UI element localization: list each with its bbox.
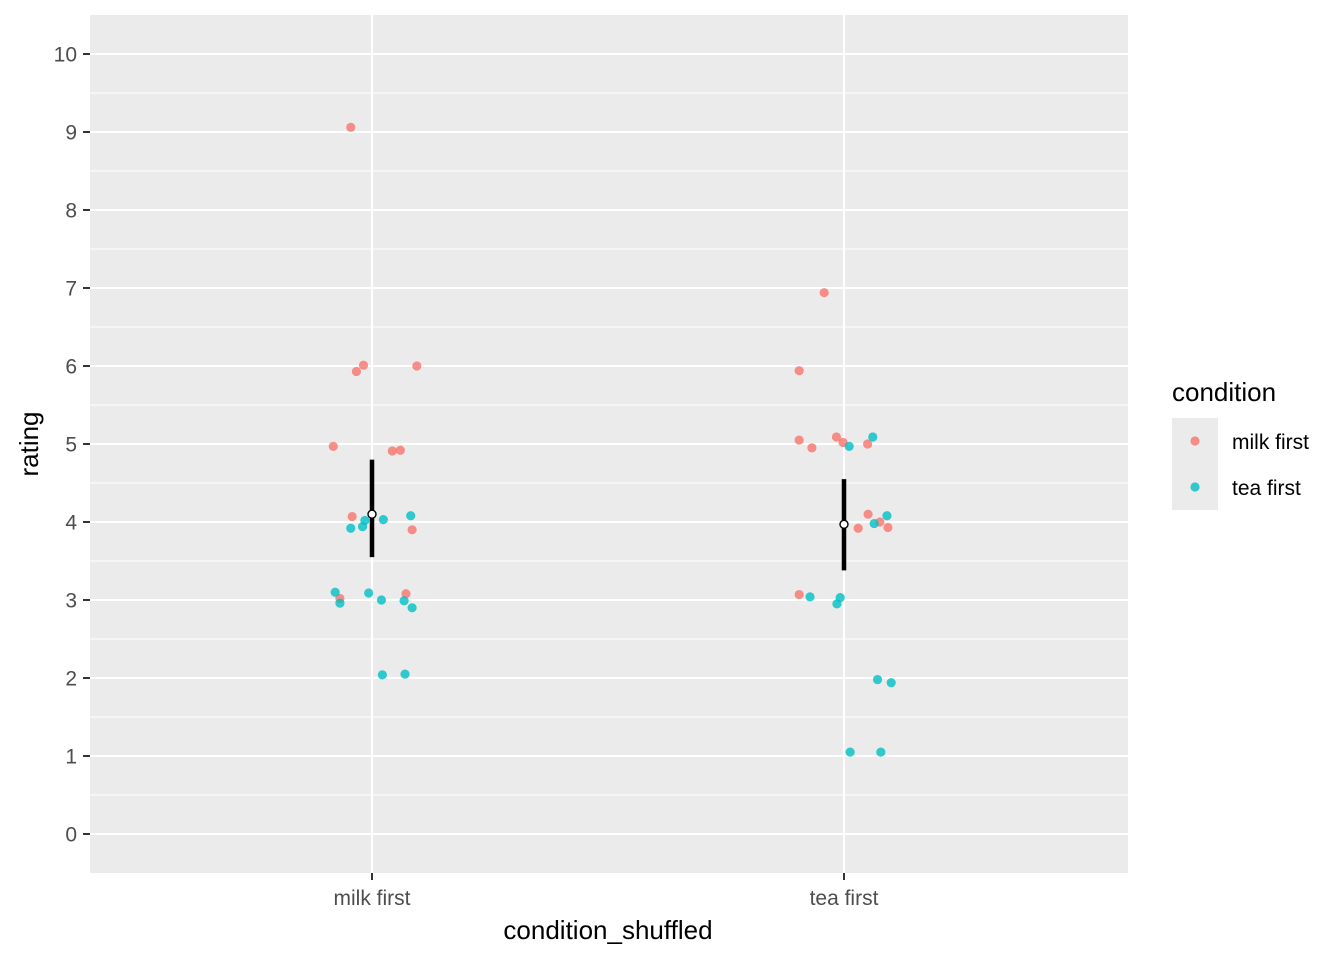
data-point [869,518,879,529]
data-point [844,441,854,451]
data-point [794,435,804,445]
data-point [819,288,829,298]
y-tick-label: 8 [65,200,77,223]
data-point [377,670,387,680]
grid-lines [90,15,1128,873]
legend: condition milk first tea first [1172,377,1309,510]
data-point [794,366,804,376]
data-point [335,598,345,608]
data-point [399,596,409,606]
data-point [863,509,873,519]
data-point [845,747,855,757]
data-point [378,515,388,525]
data-points [328,122,896,757]
legend-title: condition [1172,377,1276,407]
data-point [347,511,357,522]
data-point [407,525,417,535]
mean-point [367,509,377,519]
mean-point [839,519,849,530]
legend-label: milk first [1232,431,1309,454]
axes: 0 1 2 3 4 5 6 7 8 9 10 milk first tea first [54,44,879,911]
data-point [868,432,878,442]
data-point [831,432,842,442]
y-tick-label: 2 [65,668,77,691]
y-tick-label: 10 [54,44,77,67]
x-tick-label: tea first [810,887,879,910]
data-point [358,360,369,370]
y-axis-title: rating [14,411,44,476]
data-point [387,446,397,456]
data-point [876,747,886,757]
data-point [863,439,873,449]
legend-key [1190,482,1200,492]
data-point [401,589,411,599]
data-point [883,522,893,533]
y-tick-label: 4 [65,512,77,535]
legend-label: tea first [1232,477,1301,500]
x-tick-label: milk first [334,887,411,910]
data-point [330,587,340,597]
data-point [351,366,362,377]
y-tick-label: 9 [65,122,77,145]
data-point [832,599,842,609]
legend-key-background [1172,418,1218,510]
data-point [400,669,410,679]
data-point [882,511,892,521]
data-point [357,522,368,532]
data-point [346,523,356,533]
data-point [794,589,804,600]
data-point [872,674,883,685]
data-point [853,523,863,533]
data-point [364,588,374,598]
y-tick-label: 7 [65,278,77,301]
data-point [886,678,896,688]
data-point [412,361,422,371]
data-point [407,603,417,613]
y-tick-label: 0 [65,824,77,847]
data-point [395,445,405,455]
y-tick-label: 6 [65,356,77,379]
summary-markers [367,459,849,571]
data-point [805,592,815,602]
y-tick-label: 1 [65,746,77,769]
x-axis-title: condition_shuffled [503,915,712,945]
data-point [406,511,416,521]
legend-key [1190,436,1200,446]
data-point [376,595,387,605]
data-point [807,443,817,453]
data-point [328,441,338,451]
y-tick-label: 5 [65,434,77,457]
data-point [346,122,356,132]
y-tick-label: 3 [65,590,77,613]
